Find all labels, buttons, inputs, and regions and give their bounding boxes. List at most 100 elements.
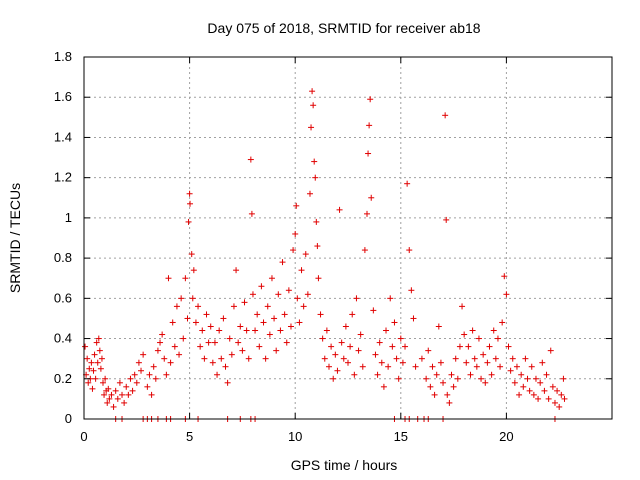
data-points xyxy=(82,88,568,422)
data-point xyxy=(187,200,194,207)
y-tick-label: 1.4 xyxy=(54,129,72,144)
x-tick-label: 20 xyxy=(499,429,513,444)
data-point xyxy=(497,363,504,370)
data-point xyxy=(380,383,387,390)
data-point xyxy=(355,347,362,354)
data-point xyxy=(435,323,442,330)
data-point xyxy=(121,399,128,406)
data-point xyxy=(264,303,271,310)
data-point xyxy=(188,251,195,258)
data-point xyxy=(465,343,472,350)
data-point xyxy=(328,343,335,350)
data-point xyxy=(501,273,508,280)
x-tick-label: 5 xyxy=(186,429,193,444)
data-point xyxy=(96,347,103,354)
data-point xyxy=(492,355,499,362)
data-point xyxy=(203,311,210,318)
data-point xyxy=(323,327,330,334)
x-tick-label: 0 xyxy=(80,429,87,444)
data-point xyxy=(245,355,252,362)
data-point xyxy=(119,391,126,398)
data-point xyxy=(376,339,383,346)
data-point xyxy=(131,371,138,378)
data-point xyxy=(298,267,305,274)
data-point xyxy=(140,351,147,358)
data-point xyxy=(425,347,432,354)
data-point xyxy=(101,391,108,398)
data-point xyxy=(89,385,96,392)
data-point xyxy=(94,359,101,366)
data-point xyxy=(296,319,303,326)
data-point xyxy=(321,355,328,362)
y-tick-label: 0.2 xyxy=(54,371,72,386)
data-point xyxy=(157,339,164,346)
data-point xyxy=(186,190,193,197)
data-point xyxy=(150,363,157,370)
data-point xyxy=(283,339,290,346)
data-point xyxy=(108,391,115,398)
data-point xyxy=(345,359,351,366)
data-point xyxy=(310,102,317,109)
data-point xyxy=(469,327,476,334)
data-point xyxy=(161,355,168,362)
data-point xyxy=(176,351,183,358)
data-point xyxy=(292,230,299,237)
data-point xyxy=(300,303,307,310)
data-point xyxy=(309,88,316,95)
data-point xyxy=(399,359,406,366)
data-point xyxy=(537,379,544,386)
data-point xyxy=(446,399,453,406)
data-point xyxy=(442,112,449,119)
data-point xyxy=(100,379,107,386)
data-point xyxy=(530,391,537,398)
data-point xyxy=(551,399,558,406)
data-point xyxy=(178,295,185,302)
data-point xyxy=(541,387,548,394)
data-point xyxy=(404,180,411,187)
x-tick-label: 10 xyxy=(288,429,302,444)
data-point xyxy=(214,371,221,378)
data-point xyxy=(357,331,364,338)
data-point xyxy=(418,355,425,362)
data-point xyxy=(511,379,518,386)
data-point xyxy=(429,363,436,370)
data-point xyxy=(110,403,117,410)
data-point xyxy=(535,395,542,402)
data-point xyxy=(216,327,223,334)
data-point xyxy=(93,339,100,346)
data-point xyxy=(454,375,461,382)
data-point xyxy=(365,150,372,157)
data-point xyxy=(558,391,565,398)
data-point xyxy=(452,355,459,362)
data-point xyxy=(112,387,119,394)
data-point xyxy=(353,295,360,302)
data-point xyxy=(146,371,153,378)
data-point xyxy=(408,287,415,294)
data-point xyxy=(84,355,91,362)
y-tick-label: 0.8 xyxy=(54,250,72,265)
data-point xyxy=(347,343,354,350)
data-point xyxy=(340,355,347,362)
data-point xyxy=(239,347,246,354)
data-point xyxy=(247,156,254,163)
data-point xyxy=(490,327,497,334)
data-point xyxy=(207,323,214,330)
data-point xyxy=(423,375,430,382)
data-point xyxy=(313,218,320,225)
data-point xyxy=(397,335,404,342)
data-point xyxy=(412,363,419,370)
data-point xyxy=(532,375,539,382)
y-tick-label: 0.6 xyxy=(54,290,72,305)
data-point xyxy=(86,365,93,372)
data-point xyxy=(273,347,280,354)
data-point xyxy=(205,339,212,346)
data-point xyxy=(484,359,491,366)
data-point xyxy=(499,319,506,326)
data-point xyxy=(507,367,514,374)
data-point xyxy=(560,375,567,382)
data-point xyxy=(488,371,495,378)
data-point xyxy=(312,174,319,181)
data-point xyxy=(393,355,400,362)
data-point xyxy=(199,327,206,334)
data-point xyxy=(185,218,192,225)
